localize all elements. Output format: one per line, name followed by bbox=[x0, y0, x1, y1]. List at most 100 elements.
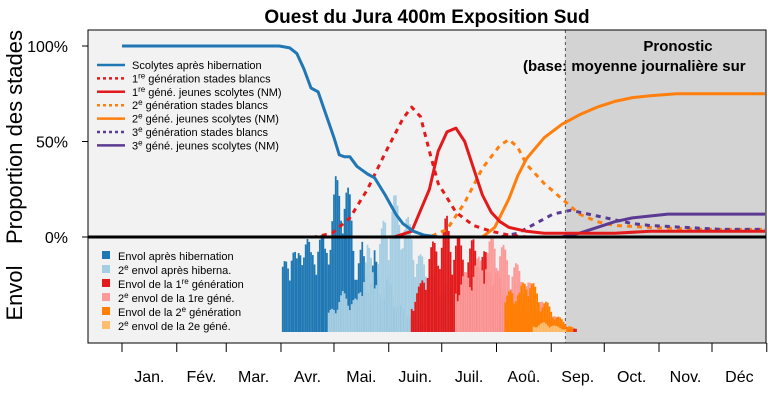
flight-bar bbox=[523, 283, 526, 332]
flight-bar bbox=[428, 259, 431, 332]
flight-bar bbox=[525, 289, 528, 332]
flight-bar bbox=[379, 244, 381, 332]
flight-bar bbox=[345, 192, 348, 332]
stage-line bbox=[122, 126, 765, 239]
flight-bar bbox=[303, 257, 305, 332]
flight-bar bbox=[348, 310, 351, 332]
chart-title: Ouest du Jura 400m Exposition Sud bbox=[264, 7, 589, 28]
flight-bar bbox=[377, 264, 380, 332]
flight-bar bbox=[412, 260, 415, 332]
flight-bar bbox=[546, 302, 549, 332]
flight-bar bbox=[507, 291, 510, 332]
flight-bar bbox=[553, 325, 556, 332]
flight-bar bbox=[350, 220, 353, 332]
flight-bar bbox=[294, 251, 296, 332]
flight-bar bbox=[515, 263, 517, 332]
flight-bar bbox=[490, 236, 493, 332]
flight-bar bbox=[538, 325, 540, 332]
flight-bar bbox=[432, 241, 434, 332]
flight-bar bbox=[347, 305, 349, 332]
flight-bar bbox=[343, 208, 346, 332]
flight-bar bbox=[352, 250, 355, 332]
flight-bar bbox=[571, 327, 574, 332]
flight-bar bbox=[516, 295, 519, 332]
flight-bar bbox=[456, 237, 459, 332]
flight-bar bbox=[336, 309, 339, 332]
flight-bar bbox=[295, 258, 298, 332]
flight-bar bbox=[440, 247, 443, 332]
flight-bar bbox=[495, 267, 498, 332]
flight-bar bbox=[382, 220, 385, 332]
flight-bar bbox=[396, 205, 399, 332]
flight-bar bbox=[310, 252, 312, 332]
flight-bar bbox=[361, 296, 364, 332]
flight-bars bbox=[281, 176, 577, 332]
legend-label: 3e géné. jeunes scolytes (NM) bbox=[132, 138, 279, 152]
flight-bar bbox=[336, 180, 339, 332]
x-tick-label: Déc bbox=[725, 369, 753, 386]
flight-bar bbox=[410, 239, 413, 332]
flight-bar bbox=[504, 249, 507, 332]
flight-bar bbox=[393, 195, 395, 332]
legend-swatch bbox=[102, 265, 110, 273]
x-tick-label: Mar. bbox=[238, 369, 269, 386]
flight-bar bbox=[539, 311, 542, 332]
legend-label: 2e géné. jeunes scolytes (NM) bbox=[132, 112, 279, 126]
flight-bar bbox=[486, 253, 489, 332]
legend-swatch bbox=[102, 321, 110, 329]
flight-bar bbox=[539, 323, 542, 332]
flight-bar bbox=[529, 288, 531, 332]
flight-bar bbox=[414, 301, 417, 332]
legend-label: Scolytes après hibernation bbox=[132, 60, 262, 72]
flight-bar bbox=[318, 239, 321, 332]
flight-bar bbox=[430, 247, 433, 332]
flight-bar bbox=[442, 229, 445, 332]
flight-bar bbox=[462, 276, 464, 332]
flight-bar bbox=[384, 222, 387, 332]
flight-bar bbox=[560, 329, 563, 332]
flight-bar bbox=[559, 317, 561, 332]
flight-bar bbox=[435, 251, 438, 332]
flight-bar bbox=[354, 298, 357, 332]
flight-bar bbox=[502, 244, 505, 332]
flight-bar bbox=[534, 327, 537, 332]
flight-bar bbox=[333, 310, 335, 332]
flight-bar bbox=[499, 256, 501, 332]
flight-bar bbox=[493, 248, 496, 332]
flight-bar bbox=[364, 262, 367, 332]
flight-bar bbox=[545, 301, 547, 332]
flight-bar bbox=[458, 295, 461, 332]
flight-bar bbox=[361, 241, 364, 332]
flight-bar bbox=[368, 247, 371, 332]
flight-bar bbox=[472, 276, 475, 332]
flight-bar bbox=[363, 282, 365, 332]
flight-series bbox=[532, 322, 567, 332]
flight-bar bbox=[518, 292, 521, 332]
flight-bar bbox=[348, 194, 351, 332]
x-tick-label: Juin. bbox=[398, 369, 432, 386]
flight-bar bbox=[477, 256, 480, 332]
flight-bar bbox=[311, 255, 314, 332]
flight-bar bbox=[470, 290, 473, 332]
flight-bar bbox=[407, 216, 410, 332]
flight-bar bbox=[424, 289, 427, 332]
flight-bar bbox=[520, 285, 523, 332]
legend-label: Envol de la 1re génération bbox=[118, 277, 244, 291]
flight-bar bbox=[373, 288, 376, 332]
legend-label: Envol après hibernation bbox=[118, 251, 234, 263]
flight-bar bbox=[532, 326, 535, 332]
flight-bar bbox=[287, 268, 289, 332]
y-axis-label-top: Proportion des stades bbox=[2, 30, 27, 244]
flight-bar bbox=[412, 310, 415, 332]
flight-bar bbox=[333, 194, 335, 332]
flight-bar bbox=[446, 215, 448, 332]
flight-bar bbox=[536, 293, 539, 332]
flight-bar bbox=[343, 293, 346, 332]
flight-bar bbox=[456, 301, 459, 332]
flight-bar bbox=[447, 231, 450, 332]
flight-bar bbox=[548, 306, 551, 332]
legend-swatch bbox=[102, 293, 110, 301]
flight-bar bbox=[426, 277, 429, 332]
flight-bar bbox=[366, 244, 369, 332]
flight-bar bbox=[394, 195, 397, 332]
